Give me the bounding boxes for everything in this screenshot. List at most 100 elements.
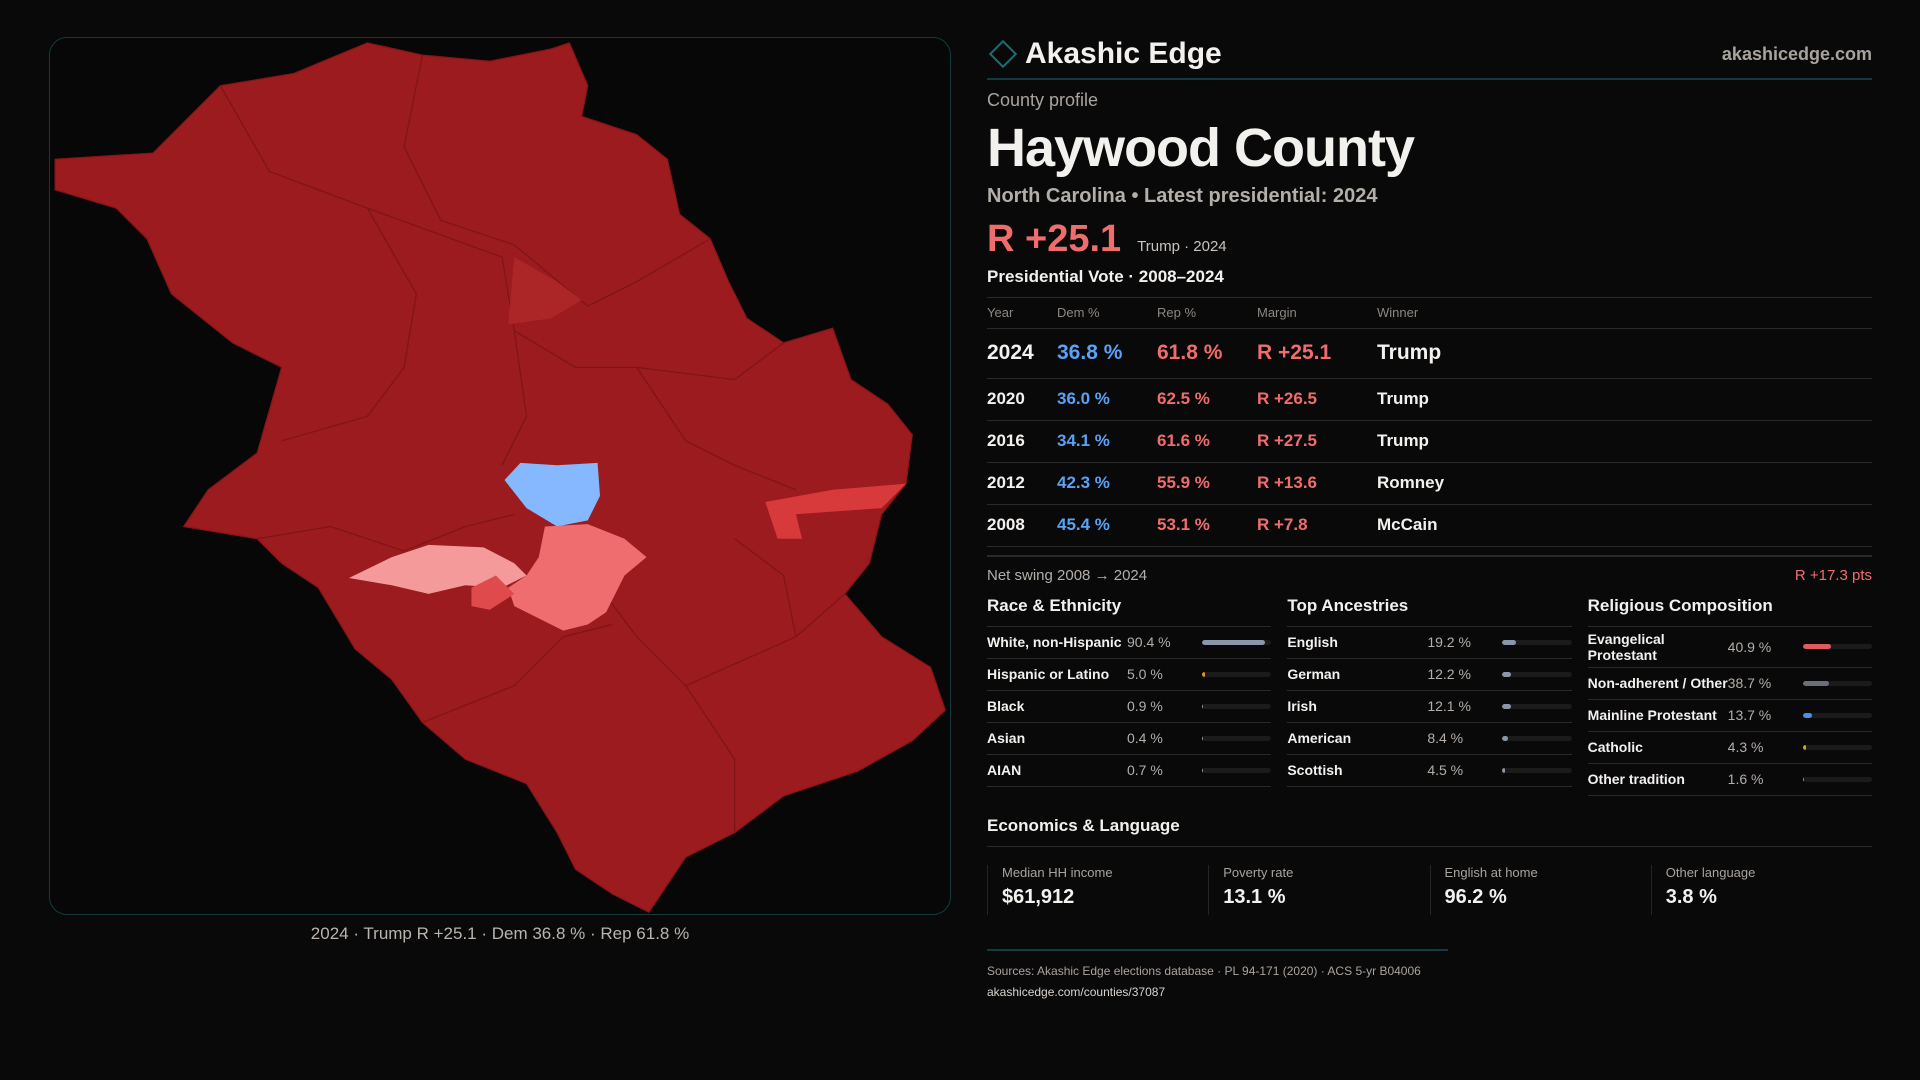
cell-margin: R +26.5 [1257, 378, 1377, 421]
row-pct: 13.7 % [1727, 707, 1772, 723]
ancestry-section: Top Ancestries English 19.2 % German 12.2 % I… [1287, 596, 1572, 796]
bar-track [1802, 712, 1872, 718]
cell-dem: 42.3 % [1057, 462, 1157, 505]
row-pct: 0.4 % [1127, 730, 1163, 746]
stat-value: $61,912 [1002, 885, 1075, 908]
precinct-dem[interactable] [504, 462, 600, 527]
cell-dem: 36.8 % [1057, 328, 1157, 379]
row-label: Asian [987, 730, 1026, 746]
stat-row: German 12.2 % [1287, 659, 1572, 691]
bar-fill [1202, 767, 1204, 773]
econ-stat: Other language 3.8 % [1650, 864, 1872, 915]
econ-stat: English at home 96.2 % [1429, 864, 1651, 915]
precinct-salmon[interactable] [508, 524, 647, 631]
county-url[interactable]: akashicedge.com/counties/37087 [987, 984, 1166, 999]
bar-track [1502, 639, 1572, 645]
bar-track [1202, 767, 1272, 773]
net-swing: Net swing 2008 → 2024 R +17.3 pts [987, 554, 1872, 584]
precinct-light-r[interactable] [348, 544, 527, 594]
bar-fill [1802, 712, 1813, 718]
precinct-mid-r-east[interactable] [765, 483, 907, 539]
precinct-lean-r-north[interactable] [508, 257, 582, 325]
bar-fill [1202, 671, 1206, 677]
col-margin: Margin [1257, 298, 1377, 329]
stat-row: Catholic 4.3 % [1587, 732, 1872, 764]
cell-winner: Trump [1377, 378, 1872, 421]
bar-track [1802, 644, 1872, 649]
stat-row: White, non-Hispanic 90.4 % [987, 627, 1272, 659]
cell-dem: 34.1 % [1057, 420, 1157, 463]
bar-track [1502, 671, 1572, 677]
bar-track [1802, 680, 1872, 686]
row-pct: 12.1 % [1427, 698, 1471, 714]
row-label: Hispanic or Latino [987, 666, 1110, 682]
bar-fill [1502, 671, 1511, 677]
race-title: Race & Ethnicity [987, 596, 1272, 627]
row-pct: 0.9 % [1127, 698, 1163, 714]
cell-margin: R +13.6 [1257, 462, 1377, 505]
bar-fill [1502, 735, 1509, 741]
bar-track [1802, 744, 1872, 750]
site-link[interactable]: akashicedge.com [1721, 43, 1872, 64]
stat-row: AIAN 0.7 % [987, 755, 1272, 787]
row-pct: 4.3 % [1727, 739, 1764, 755]
cell-year: 2012 [987, 462, 1057, 505]
row-pct: 8.4 % [1427, 730, 1464, 746]
row-label: Non-adherent / Other [1587, 675, 1728, 691]
bar-track [1202, 703, 1272, 709]
headline-margin: R +25.1 [987, 218, 1122, 260]
row-pct: 90.4 % [1127, 634, 1171, 650]
row-label: Scottish [1287, 762, 1343, 778]
col-year: Year [987, 298, 1057, 329]
sources: Sources: Akashic Edge elections database… [987, 963, 1421, 978]
cell-year: 2020 [987, 378, 1057, 421]
row-pct: 40.9 % [1727, 638, 1772, 655]
row-label: Black [987, 698, 1025, 714]
row-pct: 4.5 % [1427, 762, 1464, 778]
bar-track [1802, 776, 1872, 782]
vote-row: 2024 36.8 % 61.8 % R +25.1 Trump [987, 328, 1872, 379]
row-pct: 0.7 % [1127, 762, 1163, 778]
row-label: Irish [1287, 698, 1317, 714]
bar-track [1202, 639, 1272, 645]
cell-margin: R +7.8 [1257, 504, 1377, 547]
bar-fill [1502, 767, 1506, 773]
diamond-logo-icon [988, 39, 1018, 69]
margin-note: Trump · 2024 [1137, 238, 1227, 255]
economics-title: Economics & Language [987, 816, 1872, 847]
vote-row: 2008 45.4 % 53.1 % R +7.8 McCain [987, 504, 1872, 547]
row-label: German [1287, 666, 1341, 682]
col-rep: Rep % [1157, 298, 1257, 329]
race-section: Race & Ethnicity White, non-Hispanic 90.4 … [987, 596, 1272, 796]
cell-rep: 53.1 % [1157, 504, 1257, 547]
subtitle: North Carolina • Latest presidential: 20… [987, 185, 1378, 207]
stat-row: Scottish 4.5 % [1287, 755, 1572, 787]
precinct-mid-r-small[interactable] [471, 575, 515, 610]
cell-rep: 61.8 % [1157, 328, 1257, 379]
bar-fill [1802, 680, 1830, 686]
cell-dem: 45.4 % [1057, 504, 1157, 547]
bar-fill [1202, 703, 1204, 709]
row-pct: 1.6 % [1727, 771, 1764, 787]
cell-rep: 61.6 % [1157, 420, 1257, 463]
vote-row: 2016 34.1 % 61.6 % R +27.5 Trump [987, 420, 1872, 463]
row-label: English [1287, 634, 1338, 650]
bar-fill [1502, 703, 1511, 709]
county-outline-precincts[interactable] [54, 42, 947, 914]
cell-winner: Romney [1377, 462, 1872, 505]
precinct-borders [219, 54, 846, 833]
vote-table: Year Dem % Rep % Margin Winner 2024 36.8 … [987, 298, 1872, 547]
map-caption: 2024 · Trump R +25.1 · Dem 36.8 % · Rep … [310, 924, 690, 943]
bar-fill [1802, 644, 1831, 649]
cell-margin: R +27.5 [1257, 420, 1377, 463]
stat-row: Irish 12.1 % [1287, 691, 1572, 723]
stat-row: American 8.4 % [1287, 723, 1572, 755]
row-label: Other tradition [1587, 771, 1685, 787]
row-pct: 12.2 % [1427, 666, 1471, 682]
vote-row: 2012 42.3 % 55.9 % R +13.6 Romney [987, 462, 1872, 505]
stat-value: 13.1 % [1223, 885, 1286, 908]
row-label: AIAN [987, 762, 1022, 778]
brand-name: Akashic Edge [1025, 37, 1222, 70]
swing-label: Net swing 2008 → 2024 [987, 566, 1148, 584]
